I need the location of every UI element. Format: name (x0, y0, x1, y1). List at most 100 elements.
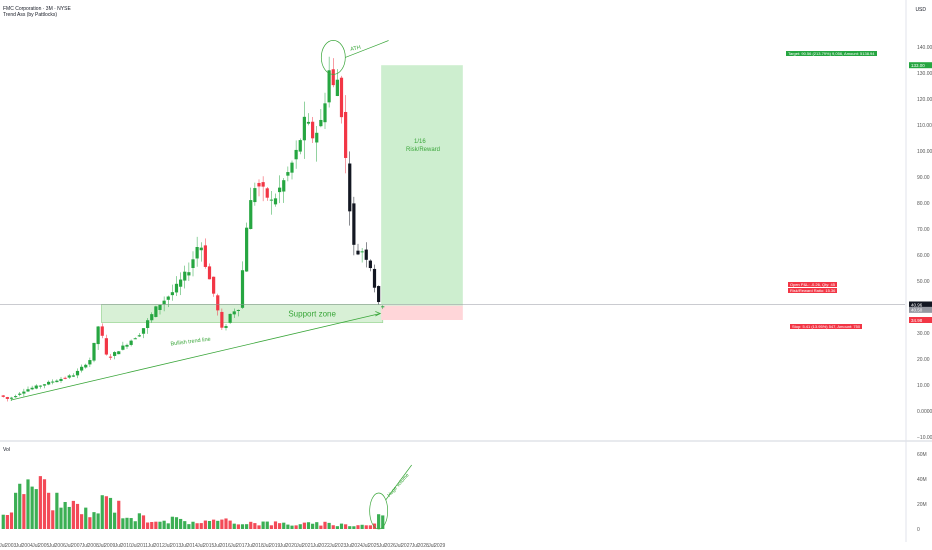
x-tick-label: 2016 (220, 543, 231, 549)
y-tick-label: 50.00 (917, 279, 930, 285)
volume-bar (9, 512, 14, 529)
x-tick-label: 2006 (55, 543, 66, 549)
volume-bar (360, 524, 364, 529)
trend-line-arrowhead (375, 311, 382, 317)
candle-body (348, 163, 352, 212)
candle-body (59, 378, 63, 382)
x-tick-label: 2007 (71, 543, 82, 549)
symbol-title[interactable]: FMC Corporation · 3M · NYSE (3, 6, 71, 12)
volume-bar (158, 521, 162, 529)
candle-body (302, 116, 306, 141)
volume-bar (14, 492, 18, 529)
x-tick-label: Jul (197, 543, 203, 549)
ath-arrow (345, 40, 389, 58)
volume-bar (137, 513, 141, 529)
volume-bar (96, 513, 100, 529)
y-tick-label: 20.00 (917, 357, 930, 363)
candle-body (282, 180, 286, 192)
volume-bar (352, 526, 356, 529)
last-price-tag-bg (909, 301, 932, 308)
x-tick-label: Jul (82, 543, 88, 549)
volume-bar (121, 518, 125, 529)
candle-body (92, 342, 96, 361)
volume-bar (80, 514, 84, 529)
volume-tick-label: 0 (917, 527, 920, 533)
volume-bar (327, 522, 331, 529)
candle-body (146, 320, 150, 329)
candle-body (170, 292, 174, 296)
x-tick-label: Jul (148, 543, 154, 549)
candle-body (195, 247, 199, 259)
volume-bar (133, 521, 137, 529)
volume-bar (38, 476, 42, 529)
volume-bar (166, 523, 170, 529)
candle-body (191, 259, 195, 269)
candle-body (47, 381, 51, 385)
x-tick-label: 2013 (170, 543, 181, 549)
indicator-label[interactable]: Trend Ass (by Pattlocks) (3, 12, 57, 18)
support-zone-label: Support zone (288, 310, 336, 319)
candle-body (212, 276, 216, 294)
volume-bar (146, 522, 150, 529)
candle-body (30, 387, 34, 390)
bullish-trend-line (10, 313, 381, 401)
x-tick-label: Jul (296, 543, 302, 549)
volume-bar (191, 521, 195, 529)
candle-body (199, 247, 203, 251)
candle-body (96, 326, 100, 345)
volume-bar (67, 506, 71, 529)
y-tick-label: 140.00 (917, 45, 932, 51)
position-stats-2: Risk/Reward Ratio: 15.36 (788, 288, 838, 293)
volume-bar (220, 519, 224, 529)
x-tick-label: Jul (428, 543, 434, 549)
volume-bar (216, 520, 220, 529)
candle-body (166, 296, 170, 300)
candle-body (253, 188, 257, 203)
candle-body (18, 393, 22, 395)
y-tick-label: 0.0000 (917, 409, 932, 415)
candle-body (261, 182, 265, 187)
candle-body (245, 227, 249, 272)
x-tick-label: Jul (181, 543, 187, 549)
candle-body (323, 103, 327, 123)
volume-bar (63, 501, 67, 529)
y-tick-label: −10.00 (917, 435, 932, 441)
candle-body (113, 352, 117, 356)
x-tick-label: Jul (346, 543, 352, 549)
candle-body (154, 306, 158, 317)
candle-body (327, 70, 331, 103)
candle-body (352, 203, 356, 245)
y-tick-label: 70.00 (917, 227, 930, 233)
volume-bar (207, 520, 212, 529)
candle-body (14, 396, 18, 398)
volume-label: Vol (3, 447, 10, 453)
x-tick-label: Jul (214, 543, 220, 549)
volume-bar (278, 523, 282, 529)
candle-body (249, 200, 253, 229)
candle-body (100, 326, 104, 336)
x-tick-label: 2012 (154, 543, 165, 549)
candle-body (42, 384, 47, 386)
volume-bar (125, 517, 129, 529)
candle-body (71, 375, 75, 377)
candle-body (273, 198, 278, 205)
candle-body (1, 395, 5, 397)
volume-bar (88, 517, 92, 529)
volume-bar (257, 525, 261, 529)
stop-price-tag-text: 34.98 (911, 318, 923, 323)
candle-body (377, 286, 381, 303)
x-tick-label: Jul (230, 543, 236, 549)
volume-bar (224, 518, 228, 529)
volume-bar (236, 524, 240, 529)
x-tick-label: Jul (49, 543, 55, 549)
candle-body (183, 271, 187, 281)
x-tick-label: 2018 (253, 543, 264, 549)
candle-body (278, 187, 282, 193)
volume-bar (240, 524, 245, 529)
candle-body (125, 344, 129, 347)
x-tick-label: 2020 (286, 543, 297, 549)
volume-bar (290, 525, 294, 529)
candle-body (9, 397, 14, 399)
